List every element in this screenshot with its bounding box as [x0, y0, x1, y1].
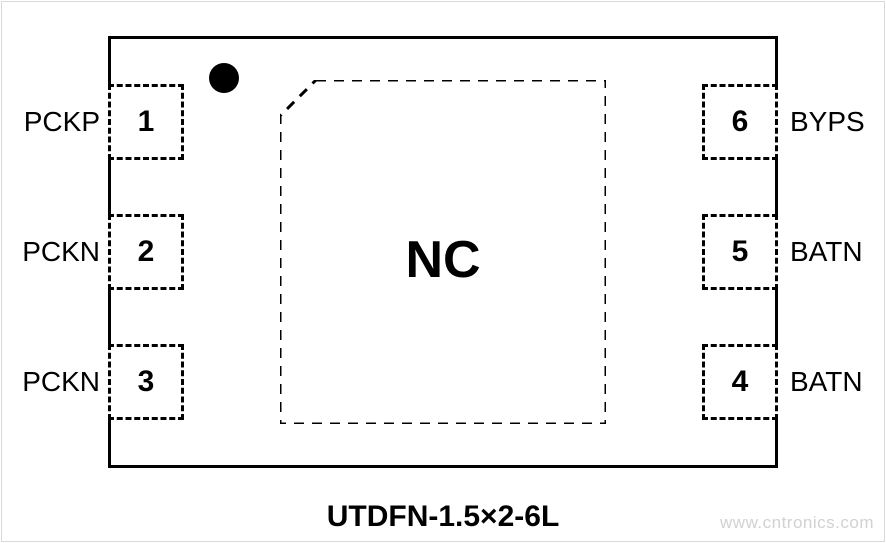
center-pad-label: NC — [280, 230, 606, 290]
pin-box-6: 6 — [702, 84, 778, 160]
pin-number: 5 — [732, 235, 749, 269]
pin-number: 3 — [138, 365, 155, 399]
pin-box-3: 3 — [108, 344, 184, 420]
center-pad: NC — [280, 80, 606, 424]
pin-label-2: PCKN — [0, 234, 100, 270]
pin-label-5: BATN — [790, 234, 886, 270]
pin-label-3: PCKN — [0, 364, 100, 400]
pin-label-4: BATN — [790, 364, 886, 400]
pin-number: 2 — [138, 235, 155, 269]
pin-box-1: 1 — [108, 84, 184, 160]
pin-number: 6 — [732, 105, 749, 139]
pin1-dot — [209, 63, 239, 93]
pin-box-4: 4 — [702, 344, 778, 420]
watermark-text: www.cntronics.com — [720, 513, 874, 533]
pin-label-1: PCKP — [0, 104, 100, 140]
pin-box-2: 2 — [108, 214, 184, 290]
pin-number: 1 — [138, 105, 155, 139]
pin-number: 4 — [732, 365, 749, 399]
pin-label-6: BYPS — [790, 104, 886, 140]
pin-box-5: 5 — [702, 214, 778, 290]
